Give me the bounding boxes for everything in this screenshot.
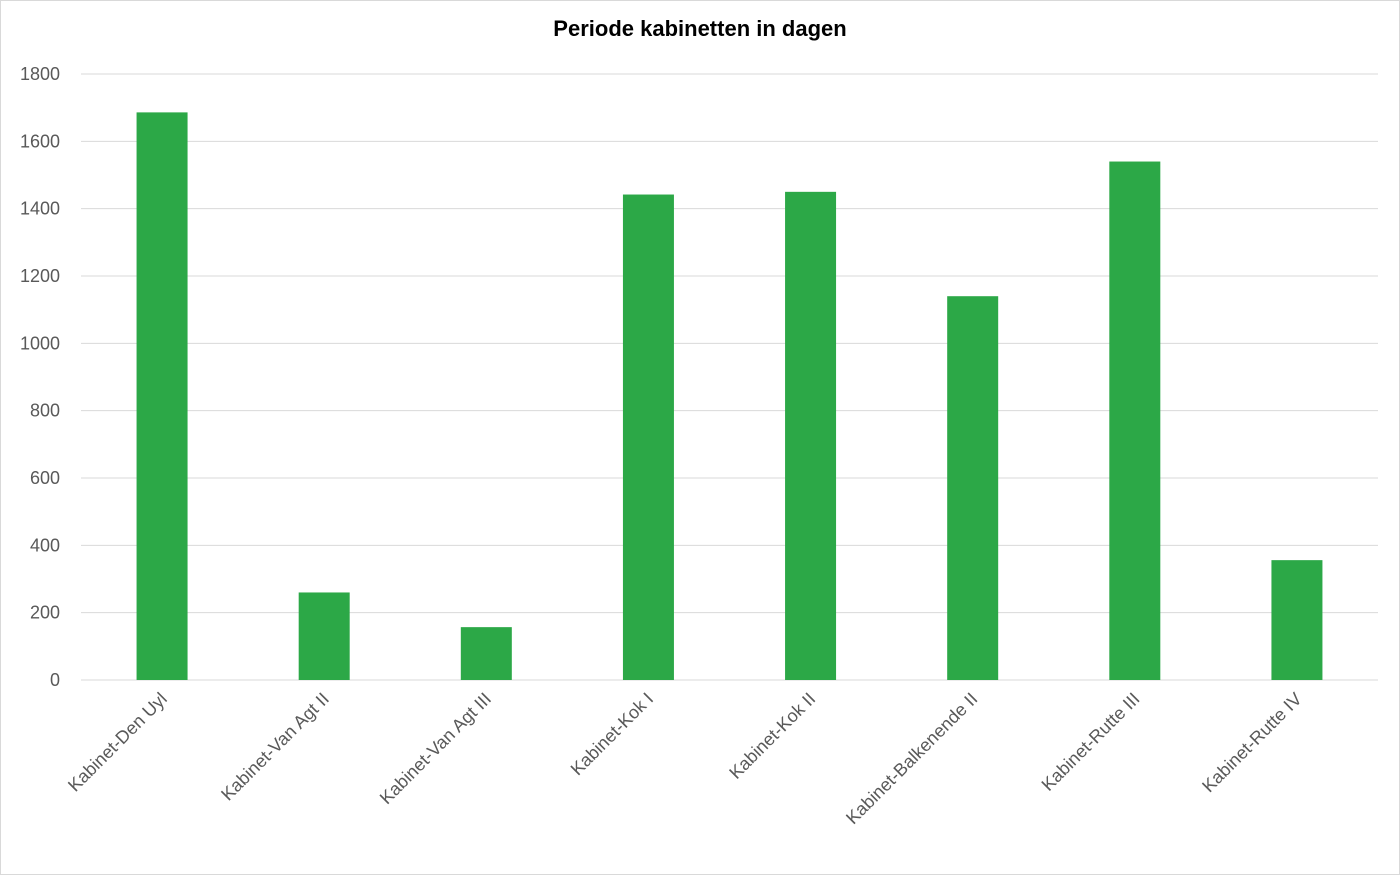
y-tick-label: 1200 <box>20 266 60 286</box>
bar <box>460 627 512 680</box>
bar <box>1109 161 1161 681</box>
y-tick-label: 600 <box>30 468 60 488</box>
x-category-label: Kabinet-Den Uyl <box>64 689 171 796</box>
y-tick-label: 200 <box>30 603 60 623</box>
y-tick-label: 1400 <box>20 199 60 219</box>
y-tick-label: 400 <box>30 535 60 555</box>
x-category-label: Kabinet-Van Agt III <box>376 689 495 808</box>
bar <box>136 112 188 680</box>
x-category-label: Kabinet-Rutte IV <box>1198 689 1306 797</box>
y-tick-label: 1800 <box>20 64 60 84</box>
y-tick-label: 0 <box>50 670 60 690</box>
bar <box>298 592 350 680</box>
bar <box>785 191 837 681</box>
x-category-label: Kabinet-Kok II <box>725 689 819 783</box>
y-tick-label: 1600 <box>20 131 60 151</box>
bar <box>1271 560 1323 680</box>
x-category-label: Kabinet-Balkenende II <box>842 689 981 828</box>
bars <box>136 112 1323 681</box>
y-axis-tick-labels: 0 200 400 600 800 1000 1200 1400 1600 1800 <box>20 64 60 690</box>
gridlines <box>81 73 1378 681</box>
bar <box>622 194 674 680</box>
x-axis-category-labels: Kabinet-Den Uyl Kabinet-Van Agt II Kabinet… <box>64 689 1306 828</box>
x-category-label: Kabinet-Rutte III <box>1038 689 1144 795</box>
bar <box>947 296 999 680</box>
y-tick-label: 1000 <box>20 333 60 353</box>
x-category-label: Kabinet-Van Agt II <box>217 689 333 805</box>
chart-title: Periode kabinetten in dagen <box>553 16 847 41</box>
x-category-label: Kabinet-Kok I <box>567 689 658 780</box>
y-tick-label: 800 <box>30 401 60 421</box>
